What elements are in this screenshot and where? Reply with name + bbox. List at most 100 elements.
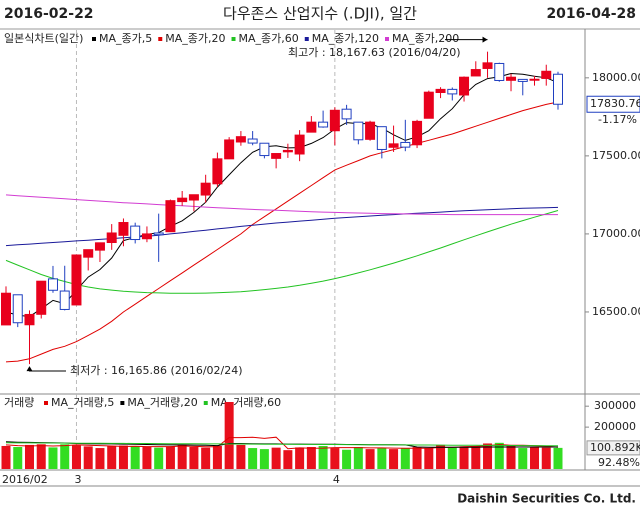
start-date: 2016-02-22	[4, 6, 94, 22]
candle-body	[341, 108, 352, 120]
volume-bar	[306, 447, 316, 469]
candle-body	[553, 73, 563, 105]
volume-ma-line	[5, 442, 558, 447]
candle-body	[470, 69, 481, 77]
candle-body	[329, 109, 340, 132]
candle-body	[506, 76, 517, 81]
volume-bar	[48, 447, 58, 469]
volume-bar	[483, 443, 493, 469]
y-tick-label: 300000	[594, 399, 636, 412]
legend-label: MA_거래량,5	[51, 396, 114, 409]
volume-bar	[177, 444, 187, 469]
candle-body	[59, 290, 70, 310]
volume-bar	[271, 447, 281, 469]
y-tick-label: 200000	[594, 420, 636, 433]
candle-body	[306, 121, 317, 133]
last-price: 17830.76	[590, 97, 640, 110]
candle-body	[400, 141, 411, 148]
volume-bar	[342, 449, 352, 469]
candle-body	[365, 121, 376, 140]
volume-bar	[389, 449, 399, 469]
candle-body	[318, 121, 329, 128]
low-label: 최저가 : 16,165.86 (2016/02/24)	[70, 364, 243, 377]
legend-swatch	[158, 37, 163, 41]
volume-bar	[494, 442, 504, 469]
candle-body	[423, 91, 434, 119]
volume-bar	[24, 444, 34, 469]
volume-bar	[165, 446, 175, 469]
candle-body	[141, 233, 152, 240]
candle-body	[1, 292, 11, 326]
candle-body	[517, 78, 528, 82]
volume-bar	[236, 444, 246, 469]
volume-bar	[36, 444, 46, 469]
candle-body	[24, 313, 35, 326]
x-tick-label: 2016/02	[2, 473, 48, 486]
candle-body	[224, 139, 235, 160]
legend-label: MA_종가,120	[312, 32, 379, 45]
volume-bar	[224, 402, 234, 469]
legend-label: MA_종가,60	[239, 32, 299, 45]
y-tick-label: 16500.00	[592, 305, 640, 318]
arrow-head	[482, 36, 488, 43]
volume-bar	[295, 447, 305, 469]
volume-bar	[506, 445, 516, 469]
volume-bar	[107, 445, 117, 469]
legend-swatch	[203, 401, 208, 405]
candle-body	[94, 242, 105, 251]
volume-bar	[201, 447, 211, 469]
candle-body	[235, 136, 246, 143]
last-price-box	[586, 95, 640, 113]
volume-bar	[553, 447, 563, 469]
volume-bar	[13, 447, 23, 469]
candle-body	[447, 88, 458, 95]
candle-body	[118, 222, 129, 236]
legend-swatch	[304, 37, 309, 41]
legend-label: MA_종가,200	[392, 32, 459, 45]
legend-swatch	[231, 37, 236, 41]
volume-bar	[541, 447, 551, 469]
y-tick-label: 17000.00	[592, 227, 640, 240]
candle-body	[12, 294, 23, 324]
candle-body	[529, 78, 540, 81]
candle-body	[435, 88, 446, 93]
x-tick-label: 3	[74, 473, 81, 486]
candle-body	[459, 76, 470, 96]
volume-bar	[142, 447, 152, 469]
volume-bar	[118, 445, 128, 469]
last-volume: 100.892K	[590, 441, 640, 454]
end-date: 2016-04-28	[546, 6, 636, 22]
candle-body	[200, 182, 211, 196]
candle-body	[188, 194, 199, 201]
legend-label: MA_종가,5	[99, 32, 152, 45]
volume-bar	[424, 448, 434, 469]
candle-body	[36, 280, 47, 315]
chart-title: 다우존스 산업지수 (.DJI), 일간	[223, 5, 417, 23]
legend-label: MA_거래량,60	[211, 396, 281, 409]
candle-body	[541, 70, 552, 79]
candle-body	[259, 142, 270, 157]
candle-body	[247, 138, 258, 144]
footer: Daishin Securities Co. Ltd.	[457, 492, 636, 506]
candle-body	[294, 134, 305, 155]
candle-body	[130, 225, 141, 241]
volume-bar	[212, 445, 222, 469]
last-volume-box	[586, 440, 640, 456]
candle-body	[153, 232, 164, 236]
volume-bar	[154, 447, 164, 469]
candle-body	[47, 278, 58, 291]
candle-body	[494, 62, 505, 81]
candle-body	[271, 153, 282, 159]
candle-body	[177, 197, 188, 203]
candle-body	[83, 249, 94, 258]
legend-title: 일본식차트(일간)	[4, 31, 83, 45]
change: -1.17%	[598, 113, 637, 126]
volume-bar	[436, 444, 446, 469]
volume-bar	[318, 445, 328, 469]
ma-line	[5, 210, 559, 294]
candle-body	[212, 158, 223, 185]
volume-bar	[365, 449, 375, 469]
volume-bar	[1, 445, 11, 469]
candle-body	[106, 232, 117, 243]
volume-bar	[412, 447, 422, 469]
